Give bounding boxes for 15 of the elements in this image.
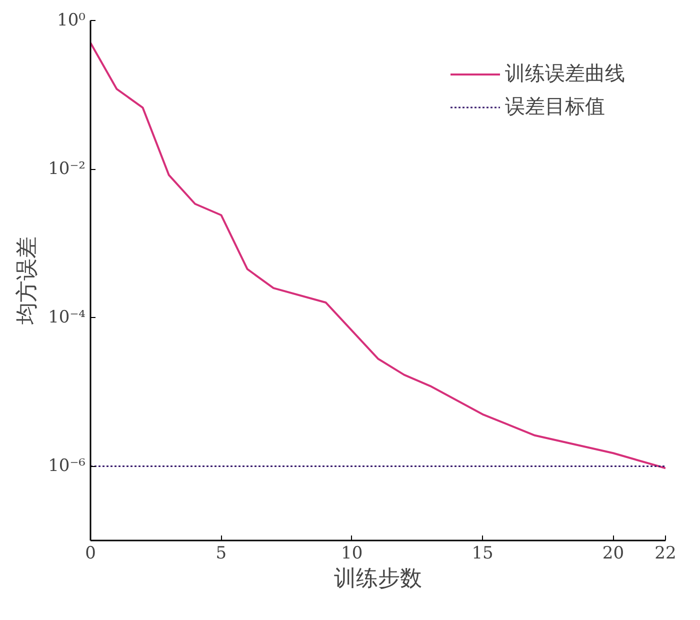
y-tick-label: 10⁻⁴ (48, 308, 86, 328)
y-axis-title: 均方误差 (15, 236, 40, 326)
x-tick-label: 10 (341, 544, 363, 564)
y-tick-label: 10⁰ (57, 10, 86, 30)
x-tick-label: 20 (602, 544, 624, 564)
line-series (90, 42, 666, 470)
y-tick-label: 10⁻⁶ (48, 456, 86, 476)
x-tick-label: 22 (654, 544, 676, 564)
y-tick-label: 10⁻² (48, 159, 86, 180)
x-axis-title: 训练步数 (334, 566, 422, 592)
x-tick-label: 15 (472, 544, 494, 564)
legend-label: 训练误差曲线 (505, 60, 625, 87)
x-tick-label: 5 (216, 544, 227, 564)
legend-label: 误差目标值 (505, 93, 605, 120)
x-tick-label: 0 (85, 544, 96, 564)
